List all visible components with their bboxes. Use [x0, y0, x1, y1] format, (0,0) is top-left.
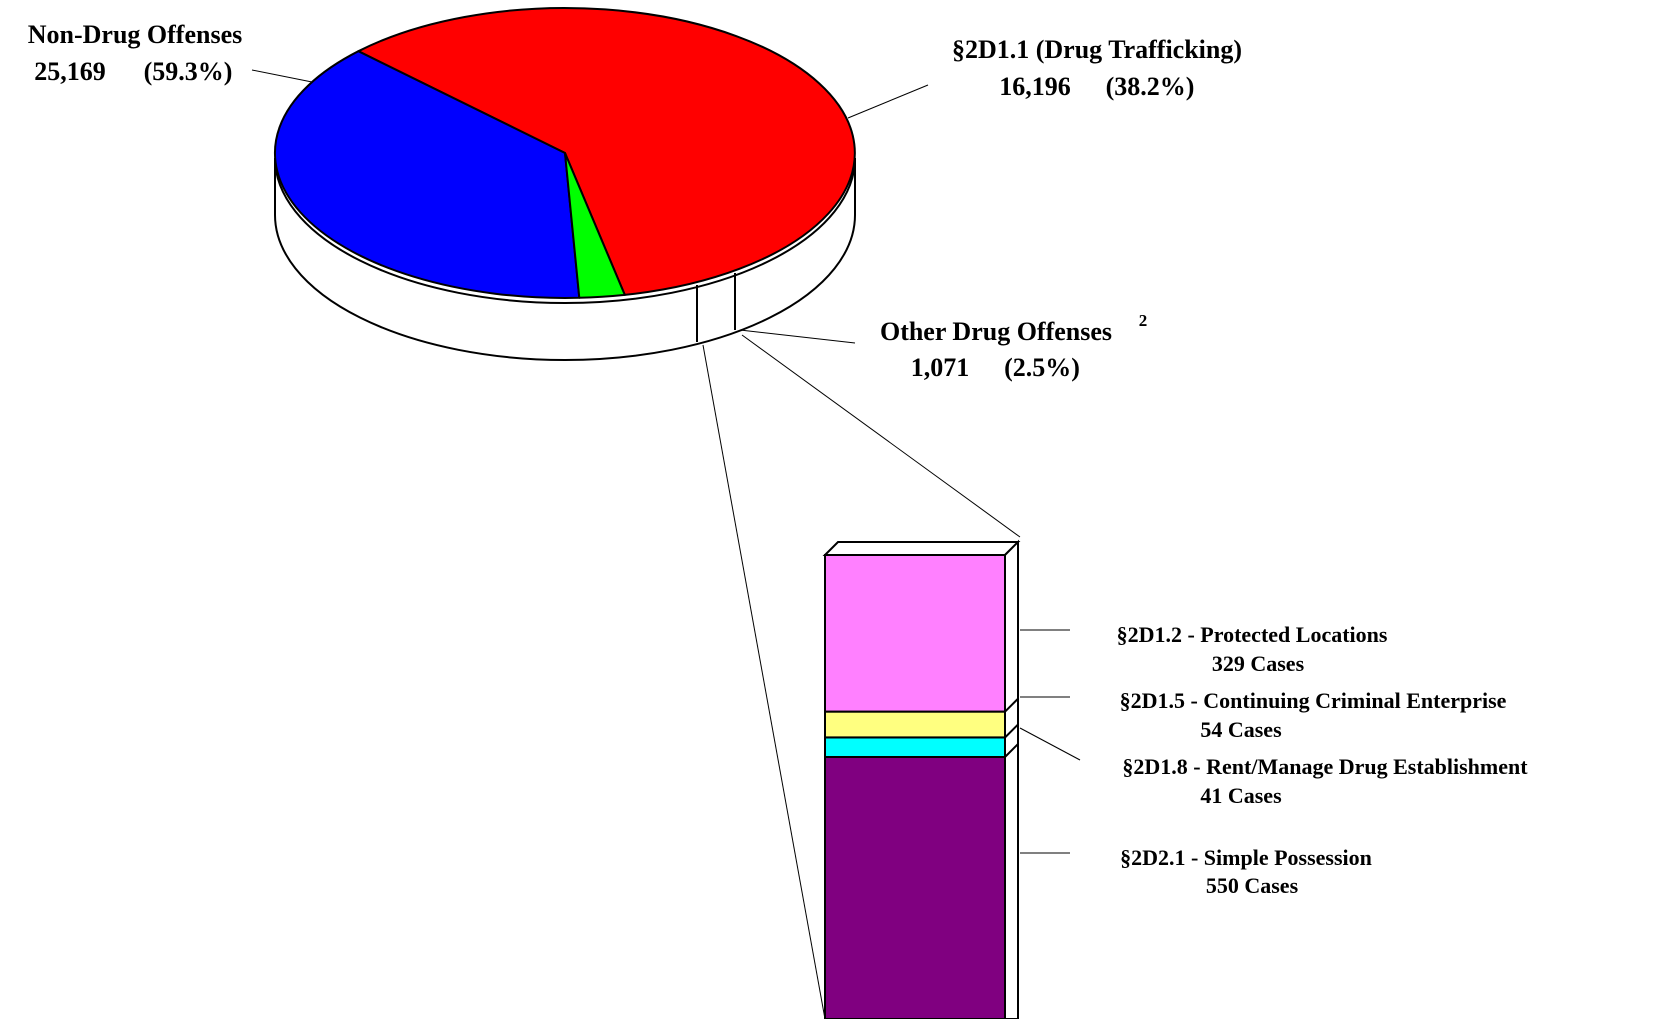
segment-label-possession: §2D2.1 - Simple Possession	[1120, 845, 1372, 870]
pie-slice-non-drug-offenses	[357, 7, 856, 296]
pie-side	[274, 157, 856, 361]
slice-percent-non-drug: (59.3%)	[144, 57, 233, 86]
slice-percent-other-drug: (2.5%)	[1004, 353, 1080, 382]
bar-segment-2d1-2-protected-locations	[824, 554, 1006, 713]
bar-side-face	[1004, 539, 1019, 1019]
leader-line-trafficking	[847, 84, 929, 119]
bar-segment-2d2-1-simple-possession	[824, 756, 1006, 1019]
slice-label-trafficking: §2D1.1 (Drug Trafficking)	[952, 35, 1242, 64]
segment-label-protected: §2D1.2 - Protected Locations	[1117, 622, 1388, 647]
segment-label-cce: §2D1.5 - Continuing Criminal Enterprise	[1120, 688, 1507, 713]
leader-line-other-drug	[739, 329, 856, 344]
footnote-marker: 2	[1139, 311, 1148, 330]
segment-value-protected: 329 Cases	[1212, 651, 1305, 676]
leader-line-non-drug	[251, 69, 313, 83]
segment-label-rent: §2D1.8 - Rent/Manage Drug Establishment	[1122, 754, 1528, 779]
zoom-line-top	[741, 334, 1021, 538]
bar-side-divider	[1004, 697, 1019, 713]
zoom-line-bottom	[702, 344, 826, 1019]
bar-side-divider	[1004, 743, 1019, 758]
bar-side-divider	[1004, 723, 1019, 739]
pie-slice-2d1-1-drug-trafficking	[273, 50, 581, 299]
slice-value-trafficking: 16,196	[999, 72, 1071, 101]
slice-value-other-drug: 1,071	[911, 353, 970, 382]
bar-segment-2d1-8-rent-manage-drug-establishment	[824, 736, 1006, 758]
segment-value-cce: 54 Cases	[1200, 717, 1282, 742]
slice-label-other-drug: Other Drug Offenses	[880, 317, 1112, 346]
slice-label-non-drug: Non-Drug Offenses	[28, 20, 243, 49]
leader-line-rent	[1019, 727, 1081, 761]
segment-value-rent: 41 Cases	[1200, 783, 1282, 808]
segment-value-possession: 550 Cases	[1206, 873, 1299, 898]
pie-slice-other-drug-offenses	[564, 152, 626, 299]
bar-top-face	[822, 541, 1021, 556]
slice-percent-trafficking: (38.2%)	[1106, 72, 1195, 101]
slice-value-non-drug: 25,169	[34, 57, 106, 86]
bar-segment-2d1-5-continuing-criminal-enterprise	[824, 710, 1006, 739]
